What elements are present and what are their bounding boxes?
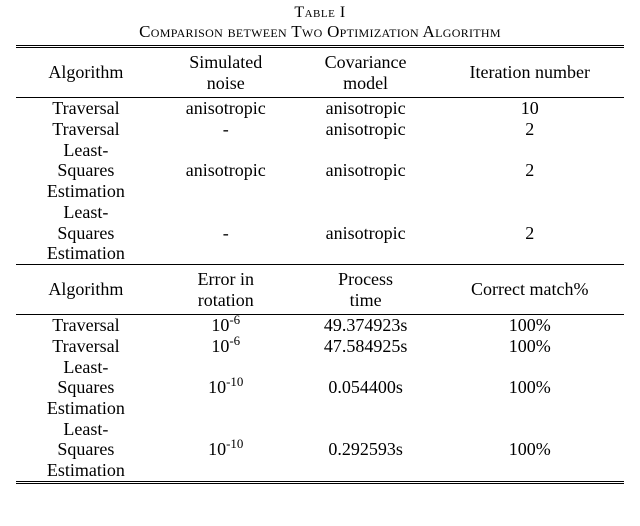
col-header-correct-match: Correct match% bbox=[435, 264, 624, 314]
err-exp: -6 bbox=[229, 333, 240, 348]
err-base: 10 bbox=[211, 336, 229, 356]
cell-error: 10-6 bbox=[156, 315, 296, 336]
err-base: 10 bbox=[208, 377, 226, 397]
algo-line: Estimation bbox=[47, 181, 125, 201]
header-line: rotation bbox=[198, 290, 254, 310]
table-row: Least- Squares Estimation anisotropic an… bbox=[16, 140, 624, 202]
cell-iteration: 10 bbox=[435, 98, 624, 119]
table-row: Least- Squares Estimation 10-10 0.292593… bbox=[16, 419, 624, 483]
cell-time: 47.584925s bbox=[296, 336, 436, 357]
algo-line: Least- bbox=[63, 357, 108, 377]
algo-line: Least- bbox=[63, 140, 108, 160]
algo-line: Least- bbox=[63, 419, 108, 439]
algo-line: Estimation bbox=[47, 398, 125, 418]
algo-line: Estimation bbox=[47, 460, 125, 480]
cell-cov-model: anisotropic bbox=[296, 202, 436, 265]
col-header-algorithm: Algorithm bbox=[16, 264, 156, 314]
table-row: Traversal - anisotropic 2 bbox=[16, 119, 624, 140]
table-header-row: Algorithm Simulated noise Covariance mod… bbox=[16, 47, 624, 98]
header-line: model bbox=[343, 73, 388, 93]
table-header-row: Algorithm Error in rotation Process time… bbox=[16, 264, 624, 314]
cell-sim-noise: - bbox=[156, 202, 296, 265]
err-exp: -10 bbox=[226, 374, 243, 389]
col-header-process-time: Process time bbox=[296, 264, 436, 314]
table-row: Traversal 10-6 47.584925s 100% bbox=[16, 336, 624, 357]
header-line: noise bbox=[207, 73, 245, 93]
cell-time: 0.054400s bbox=[296, 357, 436, 419]
cell-match: 100% bbox=[435, 336, 624, 357]
cell-sim-noise: anisotropic bbox=[156, 98, 296, 119]
cell-algorithm: Traversal bbox=[16, 336, 156, 357]
err-exp: -6 bbox=[229, 312, 240, 327]
table-row: Traversal anisotropic anisotropic 10 bbox=[16, 98, 624, 119]
err-exp: -10 bbox=[226, 436, 243, 451]
algo-line: Squares bbox=[57, 439, 114, 459]
col-header-covariance-model: Covariance model bbox=[296, 47, 436, 98]
cell-cov-model: anisotropic bbox=[296, 140, 436, 202]
cell-sim-noise: - bbox=[156, 119, 296, 140]
cell-algorithm: Traversal bbox=[16, 119, 156, 140]
algo-line: Least- bbox=[63, 202, 108, 222]
header-line: Simulated bbox=[189, 52, 262, 72]
cell-algorithm: Traversal bbox=[16, 98, 156, 119]
col-header-error-rotation: Error in rotation bbox=[156, 264, 296, 314]
cell-algorithm: Least- Squares Estimation bbox=[16, 140, 156, 202]
col-header-simulated-noise: Simulated noise bbox=[156, 47, 296, 98]
cell-algorithm: Least- Squares Estimation bbox=[16, 357, 156, 419]
cell-algorithm: Traversal bbox=[16, 315, 156, 336]
algo-line: Squares bbox=[57, 160, 114, 180]
err-base: 10 bbox=[211, 315, 229, 335]
cell-error: 10-10 bbox=[156, 419, 296, 483]
cell-match: 100% bbox=[435, 357, 624, 419]
err-base: 10 bbox=[208, 439, 226, 459]
cell-match: 100% bbox=[435, 419, 624, 483]
table-caption-label: Table I bbox=[16, 4, 624, 22]
algo-line: Estimation bbox=[47, 243, 125, 263]
table-row: Least- Squares Estimation - anisotropic … bbox=[16, 202, 624, 265]
algo-line: Squares bbox=[57, 377, 114, 397]
header-line: Covariance bbox=[325, 52, 407, 72]
col-header-algorithm: Algorithm bbox=[16, 47, 156, 98]
cell-error: 10-10 bbox=[156, 357, 296, 419]
cell-error: 10-6 bbox=[156, 336, 296, 357]
table-caption-title: Comparison between Two Optimization Algo… bbox=[16, 22, 624, 42]
cell-iteration: 2 bbox=[435, 202, 624, 265]
comparison-table: Algorithm Simulated noise Covariance mod… bbox=[16, 45, 624, 484]
cell-iteration: 2 bbox=[435, 140, 624, 202]
table-row: Least- Squares Estimation 10-10 0.054400… bbox=[16, 357, 624, 419]
header-line: Error in bbox=[198, 269, 254, 289]
table-row: Traversal 10-6 49.374923s 100% bbox=[16, 315, 624, 336]
cell-algorithm: Least- Squares Estimation bbox=[16, 202, 156, 265]
cell-cov-model: anisotropic bbox=[296, 98, 436, 119]
cell-iteration: 2 bbox=[435, 119, 624, 140]
cell-time: 49.374923s bbox=[296, 315, 436, 336]
cell-time: 0.292593s bbox=[296, 419, 436, 483]
algo-line: Squares bbox=[57, 223, 114, 243]
col-header-iteration: Iteration number bbox=[435, 47, 624, 98]
cell-match: 100% bbox=[435, 315, 624, 336]
header-line: time bbox=[350, 290, 382, 310]
cell-algorithm: Least- Squares Estimation bbox=[16, 419, 156, 483]
header-line: Process bbox=[338, 269, 393, 289]
cell-sim-noise: anisotropic bbox=[156, 140, 296, 202]
cell-cov-model: anisotropic bbox=[296, 119, 436, 140]
